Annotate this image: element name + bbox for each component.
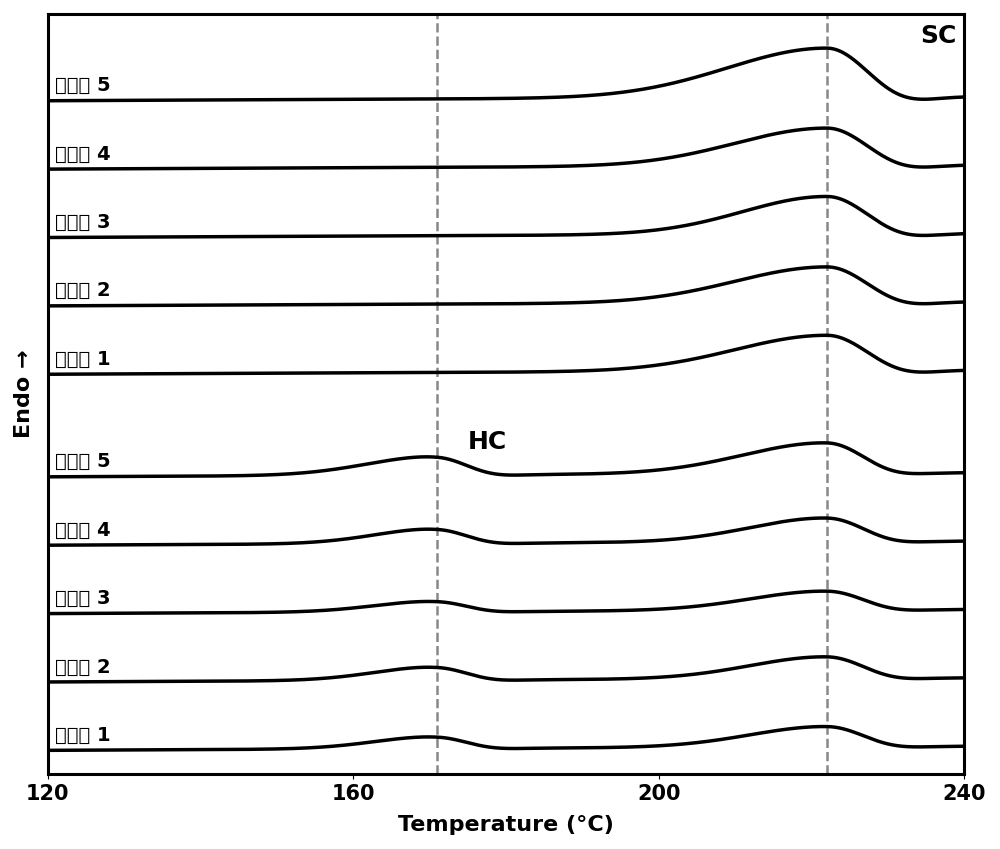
Text: HC: HC <box>468 430 507 454</box>
Text: 对比例 3: 对比例 3 <box>55 589 111 608</box>
Text: 实施例 3: 实施例 3 <box>55 213 111 232</box>
Y-axis label: Endo →: Endo → <box>14 350 34 438</box>
Text: 对比例 5: 对比例 5 <box>55 453 111 471</box>
Text: 实施例 1: 实施例 1 <box>55 350 111 368</box>
X-axis label: Temperature (°C): Temperature (°C) <box>398 815 614 835</box>
Text: 实施例 5: 实施例 5 <box>55 76 111 95</box>
Text: 对比例 4: 对比例 4 <box>55 520 111 540</box>
Text: 实施例 2: 实施例 2 <box>55 281 111 301</box>
Text: 对比例 1: 对比例 1 <box>55 726 111 745</box>
Text: 实施例 4: 实施例 4 <box>55 144 111 164</box>
Text: SC: SC <box>920 24 957 48</box>
Text: 对比例 2: 对比例 2 <box>55 657 111 677</box>
